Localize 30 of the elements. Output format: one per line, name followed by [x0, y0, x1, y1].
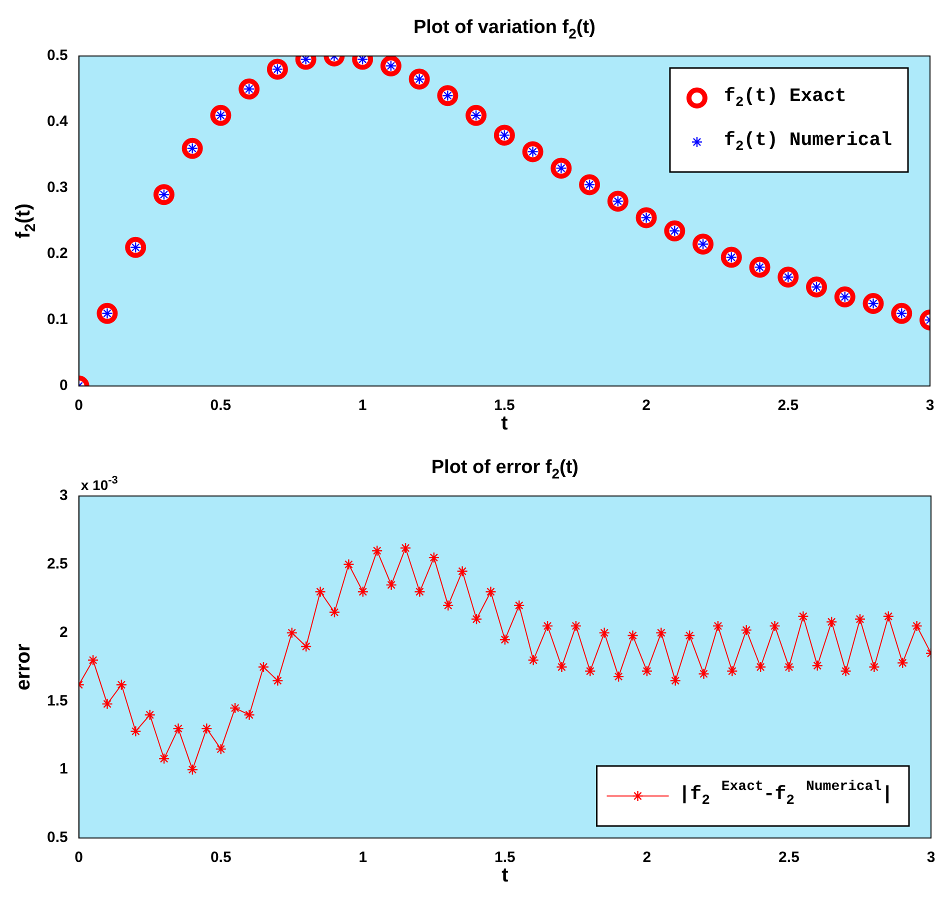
x-axis-title: t — [501, 412, 508, 435]
y-tick-label: 2 — [60, 624, 68, 641]
x-tick-label: 2.5 — [778, 397, 799, 414]
y-tick-label: 1 — [60, 760, 68, 778]
x-tick-label: 3 — [926, 397, 934, 414]
y-tick-label: 0.2 — [46, 245, 68, 262]
x-tick-label: 1 — [358, 397, 367, 414]
y-tick-label: 0.3 — [46, 179, 68, 196]
x-tick-label: 1.5 — [494, 397, 515, 414]
x-tick-label: 2 — [642, 397, 650, 414]
x-tick-label: 2.5 — [778, 849, 800, 866]
y-tick-label: 1.5 — [46, 692, 68, 710]
y-tick-label: 0 — [60, 377, 68, 394]
x-tick-label: 1 — [358, 849, 368, 866]
x-tick-label: 1.5 — [494, 849, 516, 866]
y-axis-title: f2(t) — [12, 204, 39, 238]
x-tick-label: 0.5 — [210, 397, 232, 414]
y-axis-title: error — [12, 643, 34, 690]
y-tick-label: 0.5 — [46, 47, 68, 64]
x-tick-label: 0 — [74, 849, 84, 866]
x-tick-label: 0.5 — [210, 849, 232, 866]
y-tick-label: 0.5 — [46, 829, 68, 846]
x-tick-label: 0 — [74, 397, 84, 414]
x-tick-label: 3 — [926, 849, 936, 866]
y-tick-label: 3 — [60, 487, 68, 504]
y-tick-label: 0.1 — [46, 311, 68, 328]
y-tick-label: 2.5 — [46, 556, 68, 573]
y-tick-label: 0.4 — [46, 113, 68, 130]
x-tick-label: 2 — [642, 849, 652, 866]
x-axis-title: t — [502, 864, 509, 887]
